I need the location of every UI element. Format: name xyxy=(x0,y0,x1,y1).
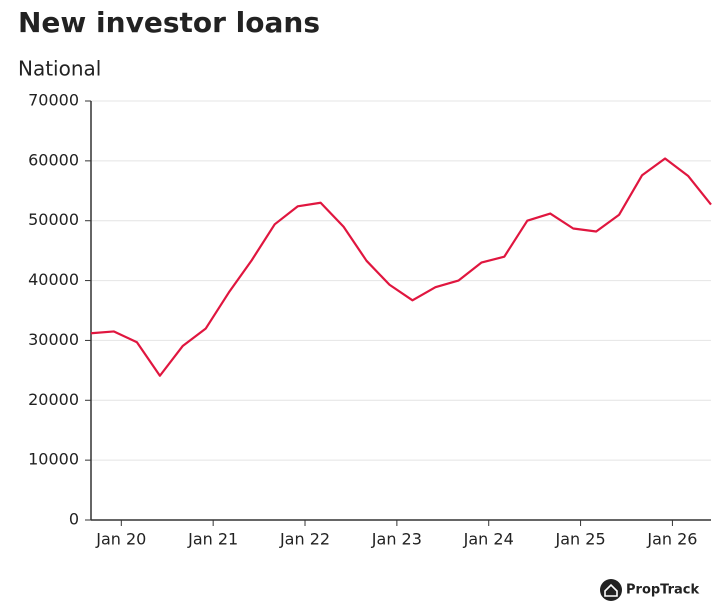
x-tick-label: Jan 26 xyxy=(646,530,697,549)
x-tick-label: Jan 24 xyxy=(463,530,514,549)
x-tick-label: Jan 20 xyxy=(95,530,146,549)
brand-logo: PropTrack xyxy=(600,579,700,601)
chart-title: New investor loans xyxy=(18,6,320,39)
y-tick-label: 0 xyxy=(69,510,79,529)
x-tick-label: Jan 21 xyxy=(187,530,238,549)
y-tick-label: 60000 xyxy=(28,150,79,169)
y-tick-label: 40000 xyxy=(28,270,79,289)
x-tick-label: Jan 22 xyxy=(279,530,330,549)
y-tick-label: 30000 xyxy=(28,330,79,349)
x-tick-label: Jan 25 xyxy=(555,530,606,549)
data-line xyxy=(90,157,712,377)
chart-subtitle: National xyxy=(18,57,101,81)
y-tick-label: 50000 xyxy=(28,210,79,229)
y-tick-label: 10000 xyxy=(28,450,79,469)
brand-name: PropTrack xyxy=(626,583,700,598)
y-tick-label: 70000 xyxy=(28,91,79,110)
y-tick-label: 20000 xyxy=(28,390,79,409)
x-tick-label: Jan 23 xyxy=(371,530,422,549)
